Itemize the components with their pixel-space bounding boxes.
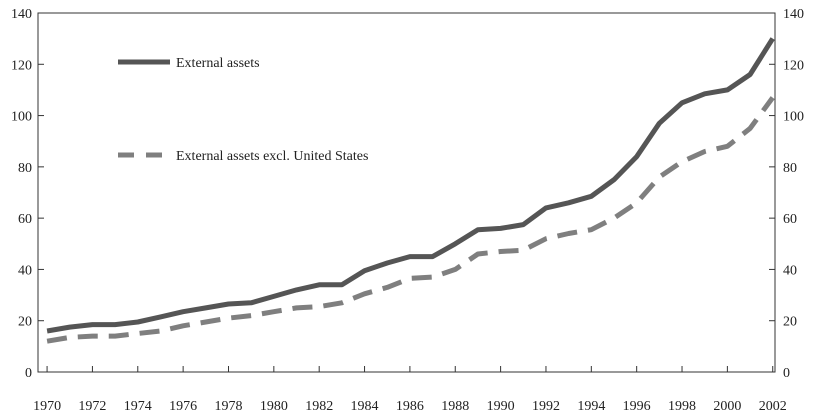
y2-tick-label: 60: [783, 212, 797, 227]
x-tick-label: 1972: [78, 399, 106, 414]
y-tick-label: 140: [11, 7, 32, 22]
x-tick-label: 1986: [396, 399, 424, 414]
y-tick-label: 40: [18, 263, 32, 278]
x-tick-label: 2000: [713, 399, 741, 414]
series-line: [46, 96, 775, 344]
y2-tick-label: 20: [783, 315, 797, 330]
x-tick-label: 2002: [759, 399, 787, 414]
x-tick-label: 1978: [214, 399, 242, 414]
y-tick-label: 80: [18, 161, 32, 176]
y-tick-label: 100: [11, 110, 32, 125]
x-tick-label: 1974: [124, 399, 152, 414]
y-tick-label: 20: [18, 315, 32, 330]
x-tick-label: 1988: [441, 399, 469, 414]
y2-tick-label: 140: [783, 7, 804, 22]
y-tick-label: 60: [18, 212, 32, 227]
y-tick-label: 120: [11, 58, 32, 73]
plot-frame: [37, 12, 776, 373]
x-tick-label: 1990: [487, 399, 515, 414]
y2-tick-label: 80: [783, 161, 797, 176]
series-line: [46, 37, 775, 334]
x-tick-label: 1994: [577, 399, 605, 414]
y2-tick-label: 40: [783, 263, 797, 278]
y2-tick-label: 0: [783, 366, 790, 381]
x-tick-label: 1996: [623, 399, 651, 414]
y-tick-label: 0: [25, 366, 32, 381]
x-tick-label: 1984: [351, 399, 379, 414]
x-tick-label: 1976: [169, 399, 197, 414]
legend-label: External assets: [176, 56, 260, 71]
y2-tick-label: 120: [783, 58, 804, 73]
x-tick-label: 1980: [260, 399, 288, 414]
x-tick-label: 1992: [532, 399, 560, 414]
x-tick-label: 1982: [305, 399, 333, 414]
x-tick-label: 1998: [668, 399, 696, 414]
x-tick-label: 1970: [33, 399, 61, 414]
legend-label: External assets excl. United States: [176, 149, 368, 164]
y2-tick-label: 100: [783, 110, 804, 125]
